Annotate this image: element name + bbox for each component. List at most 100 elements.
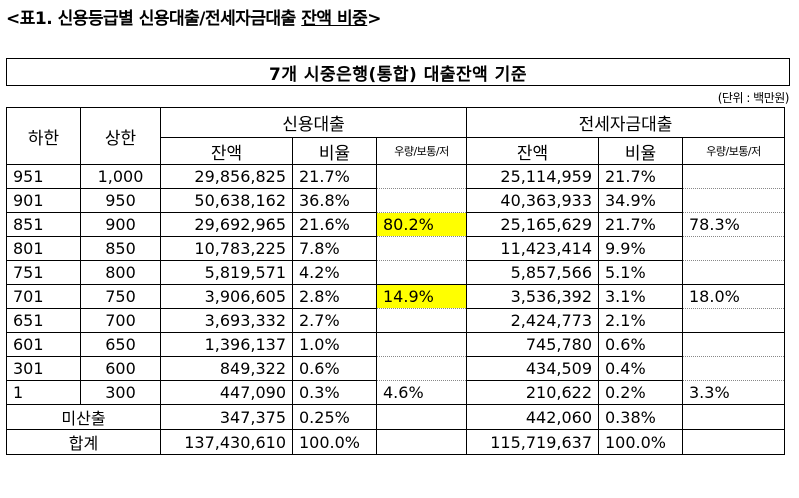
table-row: 1 300 447,090 0.3% 4.6% 210,622 0.2% 3.3% xyxy=(6,380,786,405)
jeonse-balance-cell: 434,509 xyxy=(466,356,599,381)
lower-bound-cell: 851 xyxy=(6,212,81,237)
header-jl-grade-group: 우량/보통/저 xyxy=(681,137,786,165)
table-row: 651 700 3,693,332 2.7% 2,424,773 2.1% xyxy=(6,308,786,333)
credit-ratio-cell: 4.2% xyxy=(292,260,377,285)
upper-bound-cell: 800 xyxy=(80,260,161,285)
lower-bound-cell: 701 xyxy=(6,284,81,309)
jeonse-ratio-cell: 0.4% xyxy=(598,356,683,381)
credit-grade-group-cell xyxy=(376,164,467,189)
total-jeonse-ratio: 100.0% xyxy=(598,429,683,455)
jeonse-grade-group-cell xyxy=(681,356,786,381)
header-lower: 하한 xyxy=(6,107,81,165)
upper-bound-cell: 300 xyxy=(80,380,161,405)
unrated-credit-ratio: 0.25% xyxy=(292,404,377,430)
unrated-jeonse-balance: 442,060 xyxy=(466,404,599,430)
credit-balance-cell: 447,090 xyxy=(160,380,293,405)
total-credit-grade-group xyxy=(376,429,467,455)
credit-balance-cell: 849,322 xyxy=(160,356,293,381)
credit-balance-cell: 5,819,571 xyxy=(160,260,293,285)
total-label: 합계 xyxy=(6,429,161,455)
credit-ratio-cell: 2.7% xyxy=(292,308,377,333)
table-row: 301 600 849,322 0.6% 434,509 0.4% xyxy=(6,356,786,381)
upper-bound-cell: 1,000 xyxy=(80,164,161,189)
jeonse-balance-cell: 2,424,773 xyxy=(466,308,599,333)
lower-bound-cell: 651 xyxy=(6,308,81,333)
jeonse-balance-cell: 3,536,392 xyxy=(466,284,599,309)
jeonse-balance-cell: 11,423,414 xyxy=(466,236,599,261)
jeonse-balance-cell: 40,363,933 xyxy=(466,188,599,213)
jeonse-ratio-cell: 9.9% xyxy=(598,236,683,261)
lower-bound-cell: 301 xyxy=(6,356,81,381)
upper-bound-cell: 700 xyxy=(80,308,161,333)
jeonse-grade-group-cell xyxy=(681,188,786,213)
unrated-row: 미산출 347,375 0.25% 442,060 0.38% xyxy=(6,404,786,430)
header-cl-ratio: 비율 xyxy=(292,137,377,165)
jeonse-ratio-cell: 21.7% xyxy=(598,212,683,237)
unit-note: (단위 : 백만원) xyxy=(717,91,790,105)
total-jeonse-grade-group xyxy=(681,429,786,455)
jeonse-ratio-cell: 2.1% xyxy=(598,308,683,333)
document-title: <표1. 신용등급별 신용대출/전세자금대출 잔액 비중> xyxy=(6,4,381,29)
table-row: 701 750 3,906,605 2.8% 14.9% 3,536,392 3.1% 18.… xyxy=(6,284,786,309)
credit-ratio-cell: 36.8% xyxy=(292,188,377,213)
total-row: 합계 137,430,610 100.0% 115,719,637 100.0% xyxy=(6,429,786,455)
jeonse-grade-group-cell xyxy=(681,236,786,261)
title-underlined: 잔액 비중 xyxy=(301,9,368,29)
jeonse-balance-cell: 210,622 xyxy=(466,380,599,405)
total-jeonse-balance: 115,719,637 xyxy=(466,429,599,455)
credit-ratio-cell: 21.6% xyxy=(292,212,377,237)
upper-bound-cell: 750 xyxy=(80,284,161,309)
lower-bound-cell: 901 xyxy=(6,188,81,213)
lower-bound-cell: 801 xyxy=(6,236,81,261)
title-suffix: > xyxy=(367,9,381,29)
upper-bound-cell: 600 xyxy=(80,356,161,381)
credit-balance-cell: 3,906,605 xyxy=(160,284,293,309)
header-jeonse-loan: 전세자금대출 xyxy=(465,107,786,138)
jeonse-balance-cell: 5,857,566 xyxy=(466,260,599,285)
upper-bound-cell: 850 xyxy=(80,236,161,261)
jeonse-grade-group-cell: 3.3% xyxy=(681,380,786,405)
header-upper: 상한 xyxy=(80,107,161,165)
unrated-credit-grade-group xyxy=(376,404,467,430)
title-prefix: <표1. 신용등급별 신용대출/전세자금대출 xyxy=(6,9,302,29)
jeonse-ratio-cell: 3.1% xyxy=(598,284,683,309)
credit-balance-cell: 29,692,965 xyxy=(160,212,293,237)
jeonse-ratio-cell: 0.6% xyxy=(598,332,683,357)
credit-grade-group-cell xyxy=(376,188,467,213)
credit-grade-group-cell xyxy=(376,236,467,261)
lower-bound-cell: 601 xyxy=(6,332,81,357)
table-row: 901 950 50,638,162 36.8% 40,363,933 34.9% xyxy=(6,188,786,213)
credit-balance-cell: 10,783,225 xyxy=(160,236,293,261)
jeonse-balance-cell: 25,165,629 xyxy=(466,212,599,237)
credit-grade-group-cell: 80.2% xyxy=(376,212,467,237)
jeonse-grade-group-cell: 78.3% xyxy=(681,212,786,237)
table-row: 751 800 5,819,571 4.2% 5,857,566 5.1% xyxy=(6,260,786,285)
jeonse-ratio-cell: 5.1% xyxy=(598,260,683,285)
header-row-1: 하한 상한 신용대출 전세자금대출 xyxy=(6,107,786,165)
jeonse-balance-cell: 745,780 xyxy=(466,332,599,357)
jeonse-grade-group-cell xyxy=(681,332,786,357)
credit-grade-group-cell xyxy=(376,356,467,381)
header-cl-grade-group: 우량/보통/저 xyxy=(376,137,467,165)
table-caption-banner: 7개 시중은행(통합) 대출잔액 기준 xyxy=(6,58,790,86)
credit-balance-cell: 1,396,137 xyxy=(160,332,293,357)
header-jl-ratio: 비율 xyxy=(598,137,683,165)
upper-bound-cell: 650 xyxy=(80,332,161,357)
credit-grade-group-cell: 14.9% xyxy=(376,284,467,309)
jeonse-balance-cell: 25,114,959 xyxy=(466,164,599,189)
unrated-credit-balance: 347,375 xyxy=(160,404,293,430)
credit-ratio-cell: 21.7% xyxy=(292,164,377,189)
header-cl-balance: 잔액 xyxy=(160,137,293,165)
table-row: 851 900 29,692,965 21.6% 80.2% 25,165,629 21.7… xyxy=(6,212,786,237)
jeonse-ratio-cell: 34.9% xyxy=(598,188,683,213)
jeonse-ratio-cell: 0.2% xyxy=(598,380,683,405)
jeonse-grade-group-cell: 18.0% xyxy=(681,284,786,309)
upper-bound-cell: 950 xyxy=(80,188,161,213)
table-row: 601 650 1,396,137 1.0% 745,780 0.6% xyxy=(6,332,786,357)
total-credit-ratio: 100.0% xyxy=(292,429,377,455)
lower-bound-cell: 1 xyxy=(6,380,81,405)
credit-ratio-cell: 2.8% xyxy=(292,284,377,309)
loan-balance-table: 하한 상한 신용대출 전세자금대출 잔액 비율 우량/보통/저 잔액 비율 우량… xyxy=(6,107,786,455)
upper-bound-cell: 900 xyxy=(80,212,161,237)
unrated-jeonse-ratio: 0.38% xyxy=(598,404,683,430)
